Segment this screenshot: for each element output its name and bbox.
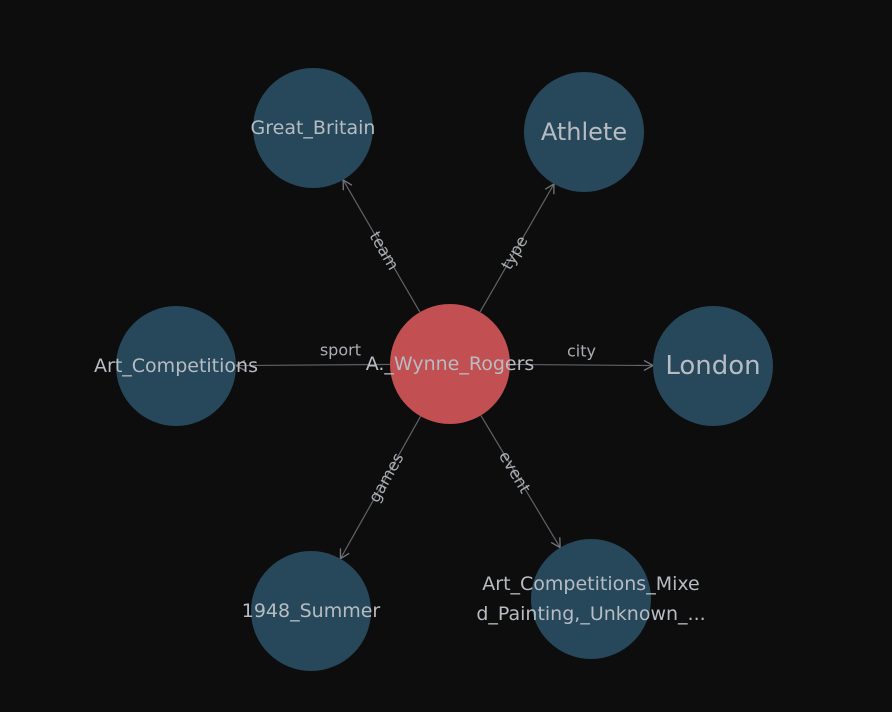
node-circle-athlete[interactable] xyxy=(524,72,644,192)
edge-event: event xyxy=(480,415,561,549)
edge-line-event xyxy=(480,415,561,548)
edge-games: games xyxy=(339,415,422,560)
edge-label-sport: sport xyxy=(320,340,361,359)
edge-label-city: city xyxy=(567,342,596,361)
edge-line-city xyxy=(509,363,654,367)
node-center[interactable]: A._Wynne_Rogers xyxy=(366,304,535,424)
node-label-london: London xyxy=(665,351,760,381)
node-circle-great-britain[interactable] xyxy=(253,68,373,188)
node-london[interactable]: London xyxy=(653,306,773,426)
edge-team: team xyxy=(342,178,421,313)
node-athlete[interactable]: Athlete xyxy=(524,72,644,192)
node-circle-art-competitions-mixed[interactable] xyxy=(531,539,651,659)
node-label-great-britain: Great_Britain xyxy=(251,117,376,139)
node-circle-art-competitions[interactable] xyxy=(116,306,236,426)
node-label-art-competitions-mixed-line-1: Art_Competitions_Mixe xyxy=(482,573,699,595)
node-circle-1948-summer[interactable] xyxy=(251,551,371,671)
node-label-art-competitions-mixed-line-2: d_Painting,_Unknown_... xyxy=(476,603,705,625)
node-label-1948-summer: 1948_Summer xyxy=(242,600,381,622)
edge-sport: sport xyxy=(234,340,391,372)
node-label-center: A._Wynne_Rogers xyxy=(366,353,535,375)
node-art-competitions[interactable]: Art_Competitions xyxy=(94,306,258,426)
edge-label-event: event xyxy=(495,448,535,497)
node-circle-london[interactable] xyxy=(653,306,773,426)
arrowhead-event xyxy=(550,537,561,549)
arrowhead-type xyxy=(544,182,555,195)
edge-line-type xyxy=(479,183,555,313)
node-great-britain[interactable]: Great_Britain xyxy=(251,68,376,188)
edge-line-games xyxy=(339,415,422,560)
node-label-athlete: Athlete xyxy=(541,118,627,146)
edge-label-games: games xyxy=(365,450,408,506)
nodes-layer: Great_Britain Athlete Art_Competitions Lond… xyxy=(94,68,773,671)
node-art-competitions-mixed[interactable]: Art_Competitions_Mixe d_Painting,_Unknown… xyxy=(476,539,706,659)
arrowhead-city xyxy=(643,359,655,372)
edge-label-type: type xyxy=(497,232,531,272)
edge-line-sport xyxy=(235,363,391,367)
node-circle-center[interactable] xyxy=(390,304,510,424)
edge-city: city xyxy=(509,342,655,372)
edge-type: type xyxy=(479,182,555,313)
edge-line-team xyxy=(342,179,421,313)
node-1948-summer[interactable]: 1948_Summer xyxy=(242,551,381,671)
node-label-art-competitions: Art_Competitions xyxy=(94,355,258,377)
edge-label-team: team xyxy=(366,228,403,273)
